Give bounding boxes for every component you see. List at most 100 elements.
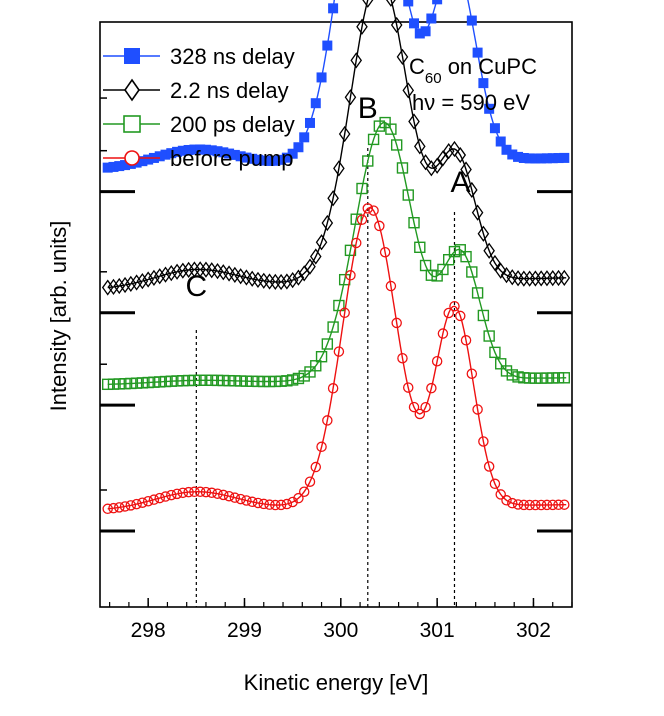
data-point [339, 307, 350, 319]
data-point [194, 486, 206, 498]
data-point [200, 144, 211, 155]
data-point [460, 250, 472, 263]
data-point [327, 190, 339, 207]
data-point [420, 401, 431, 413]
data-point [426, 13, 437, 24]
data-point [148, 494, 160, 505]
data-point [385, 0, 396, 7]
data-point [200, 374, 212, 386]
data-point [472, 47, 483, 58]
data-point [229, 375, 241, 387]
data-point [414, 408, 426, 420]
data-point [408, 401, 420, 413]
data-point [136, 377, 149, 389]
data-point [448, 140, 461, 158]
data-point [472, 404, 483, 415]
data-point [177, 145, 188, 156]
data-point [130, 377, 143, 389]
data-point [350, 237, 362, 249]
data-point [338, 125, 351, 143]
data-point [299, 132, 310, 143]
data-point [137, 156, 148, 167]
data-point [530, 499, 541, 511]
data-point [270, 155, 281, 166]
data-point [443, 307, 454, 319]
data-point [553, 153, 564, 164]
data-point [552, 372, 565, 384]
data-point [529, 270, 542, 287]
data-point [495, 136, 506, 147]
data-point [535, 499, 547, 511]
data-point [397, 353, 408, 364]
data-point [478, 78, 489, 89]
data-point [107, 278, 120, 295]
data-point [234, 375, 247, 387]
data-point [119, 378, 131, 390]
data-point [489, 123, 500, 134]
data-point [166, 489, 177, 501]
data-point [524, 153, 535, 164]
annotation-photon: hν = 590 eV [412, 90, 530, 115]
legend-label: 200 ps delay [170, 112, 295, 137]
data-point [518, 372, 530, 384]
data-point [275, 499, 287, 511]
data-point [281, 375, 293, 387]
data-point [402, 382, 414, 393]
data-point [148, 269, 160, 286]
data-point [136, 272, 149, 290]
data-point [328, 3, 339, 14]
data-point [194, 374, 206, 386]
data-point [304, 258, 316, 275]
data-point [182, 261, 195, 279]
data-point [478, 436, 489, 447]
data-point [547, 372, 559, 384]
data-point [362, 203, 374, 214]
data-point [425, 160, 438, 177]
data-point [200, 486, 212, 498]
data-point [437, 328, 449, 339]
peak-label-A: A [450, 166, 470, 199]
data-point [159, 375, 172, 388]
data-point [322, 415, 333, 426]
legend-marker [124, 48, 140, 64]
data-point [304, 117, 315, 128]
data-point [321, 214, 334, 232]
data-point [148, 376, 160, 388]
data-point [402, 189, 414, 201]
data-point [477, 225, 490, 242]
data-point [419, 259, 432, 272]
data-point [466, 266, 478, 278]
data-point [310, 461, 322, 473]
data-point [426, 382, 437, 394]
data-point [391, 317, 402, 329]
data-point [420, 26, 431, 37]
baseline-markers [100, 190, 572, 533]
data-point [523, 372, 536, 384]
data-point [293, 142, 304, 153]
data-point [546, 270, 559, 287]
data-point [165, 375, 177, 387]
data-point [119, 276, 131, 294]
data-point [367, 133, 380, 146]
data-point [309, 248, 322, 265]
data-point [431, 157, 443, 174]
axes: 298 299 300 301 302 [100, 97, 573, 642]
data-point [471, 287, 484, 299]
data-point [333, 346, 345, 357]
data-point [298, 370, 310, 382]
data-point [466, 15, 477, 26]
x-axis-label: Kinetic energy [eV] [244, 670, 429, 695]
data-point [292, 372, 305, 385]
data-point [269, 273, 282, 291]
data-point [114, 161, 125, 172]
data-point [460, 335, 472, 346]
data-point [454, 244, 466, 256]
data-point [102, 503, 113, 515]
data-point [507, 149, 518, 160]
data-point [206, 374, 218, 387]
data-point [212, 488, 223, 499]
data-point [246, 496, 258, 508]
data-point [287, 496, 298, 508]
data-point [547, 499, 558, 511]
annotation-sample: C60 on CuPC [409, 54, 537, 87]
